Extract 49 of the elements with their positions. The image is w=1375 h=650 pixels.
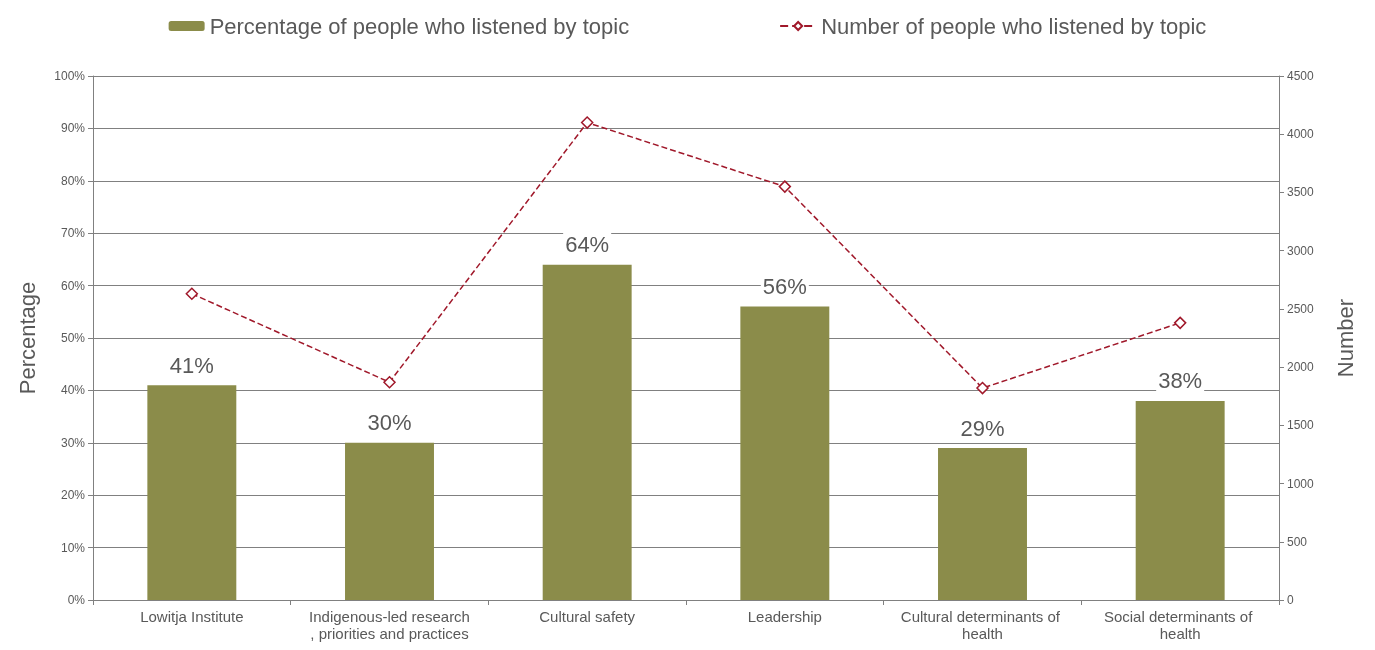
data-label: 41% xyxy=(169,352,214,378)
y2-tick-label: 4000 xyxy=(1287,127,1315,142)
y2-tick-label: 1000 xyxy=(1287,476,1315,491)
data-label: 64% xyxy=(565,232,610,258)
data-label: 29% xyxy=(960,415,1005,441)
bar xyxy=(1135,400,1225,600)
y-tick-label: 10% xyxy=(60,540,86,555)
x-tick-label: Leadership xyxy=(747,608,822,625)
point xyxy=(1173,316,1187,330)
y-tick-label: 30% xyxy=(60,435,86,450)
bar xyxy=(938,448,1027,600)
point xyxy=(976,381,989,395)
y-tick-label: 60% xyxy=(60,278,86,293)
y-tick-label: 40% xyxy=(60,383,86,398)
data-label: 30% xyxy=(367,410,412,436)
y2-tick-label: 2500 xyxy=(1287,301,1315,316)
y2-tick-label: 0 xyxy=(1287,593,1294,607)
y-tick-label: 20% xyxy=(60,488,86,503)
data-label: 38% xyxy=(1158,368,1203,394)
x-tick-label: Social determinants of health xyxy=(1103,608,1257,642)
y-axis-title: Percentage xyxy=(14,281,40,395)
y-tick-label: 100% xyxy=(54,69,86,83)
x-tick-label: Cultural safety xyxy=(539,608,636,625)
y-tick-label: 70% xyxy=(60,226,86,241)
y2-tick-label: 3000 xyxy=(1287,243,1315,258)
point xyxy=(778,180,792,193)
y-tick-label: 90% xyxy=(60,121,86,136)
legend-label: Percentage of people who listened by topic xyxy=(209,13,630,39)
y2-tick-label: 3500 xyxy=(1287,185,1315,200)
legend-label: Number of people who listened by topic xyxy=(821,13,1207,39)
y-tick-label: 50% xyxy=(60,331,86,345)
x-tick-label: Lowitja Institute xyxy=(140,608,244,625)
data-label: 56% xyxy=(762,274,807,300)
y2-tick-label: 4500 xyxy=(1287,69,1315,83)
bar xyxy=(542,264,632,600)
x-tick-label: Cultural determinants of health xyxy=(900,608,1065,642)
bar xyxy=(740,306,830,600)
point xyxy=(580,116,594,129)
y-tick-label: 80% xyxy=(60,173,86,188)
y2-axis-title: Number xyxy=(1332,298,1358,378)
point xyxy=(185,287,199,300)
bar xyxy=(147,385,237,600)
point xyxy=(383,376,396,389)
y2-tick-label: 1500 xyxy=(1287,418,1315,433)
bar xyxy=(345,442,434,600)
y2-tick-label: 2000 xyxy=(1287,360,1315,375)
y-tick-label: 0% xyxy=(67,593,86,607)
y2-tick-label: 500 xyxy=(1287,534,1308,549)
x-tick-label: Indigenous-led research, priorities and practices xyxy=(309,608,470,642)
